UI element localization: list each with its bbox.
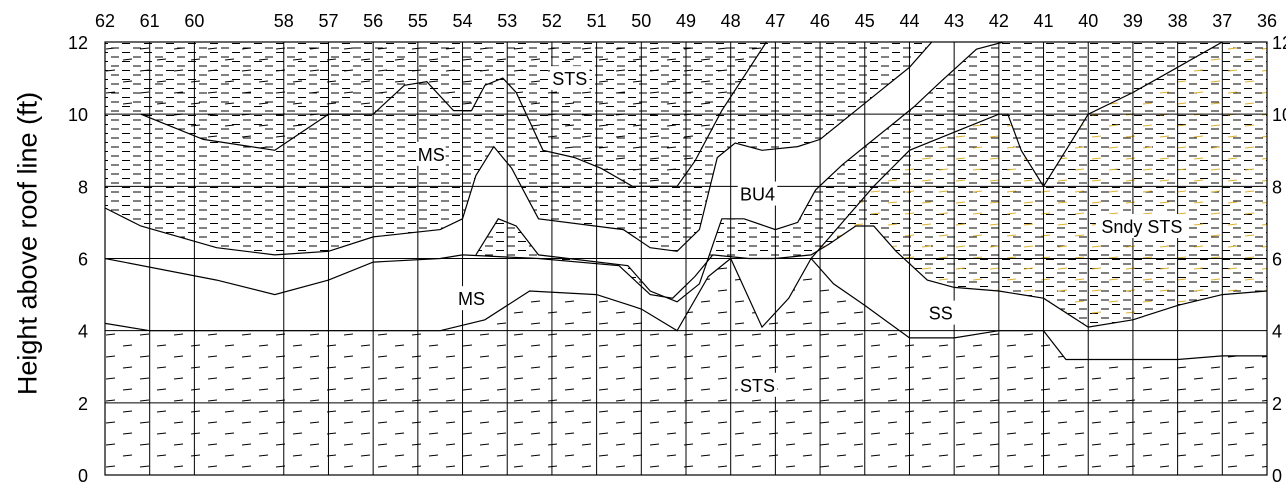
x-tick-label: 42	[989, 11, 1009, 31]
y-tick-label-right: 4	[1272, 322, 1282, 342]
x-tick-label: 58	[274, 11, 294, 31]
x-tick-label: 43	[944, 11, 964, 31]
top-sts-base-line	[140, 42, 767, 187]
x-tick-label: 39	[1123, 11, 1143, 31]
unit-label-bg	[926, 300, 956, 325]
y-tick-label-left: 10	[68, 105, 88, 125]
y-tick-label-right: 8	[1272, 177, 1282, 197]
bu4-base-line	[475, 42, 1004, 303]
unit-label-bg	[1095, 214, 1188, 239]
x-tick-label: 62	[95, 11, 115, 31]
unit-label: MS	[418, 145, 445, 165]
unit-label-bg	[550, 66, 590, 91]
x-tick-label: 48	[721, 11, 741, 31]
y-tick-label-left: 12	[68, 33, 88, 53]
x-tick-label: 53	[497, 11, 517, 31]
x-tick-label: 61	[140, 11, 160, 31]
y-tick-label-right: 2	[1272, 394, 1282, 414]
unit-label: STS	[740, 376, 775, 396]
x-tick-label: 51	[587, 11, 607, 31]
y-tick-label-left: 2	[78, 394, 88, 414]
x-tick-label: 60	[184, 11, 204, 31]
y-tick-label-left: 8	[78, 177, 88, 197]
y-tick-label-left: 4	[78, 322, 88, 342]
sandy-sts-left-edge-line	[810, 42, 1223, 259]
x-tick-label: 41	[1034, 11, 1054, 31]
x-tick-label: 49	[676, 11, 696, 31]
x-tick-label: 40	[1078, 11, 1098, 31]
x-tick-label: 46	[810, 11, 830, 31]
ms-upper-base-line	[105, 42, 933, 256]
unit-label-bg	[737, 372, 778, 397]
y-tick-label-left: 0	[78, 466, 88, 486]
unit-label-bg	[456, 286, 486, 311]
unit-label: Sndy STS	[1101, 217, 1182, 237]
sandy-sts-fill	[811, 42, 1267, 328]
unit-label: MS	[458, 289, 485, 309]
unit-label-bg	[737, 181, 778, 206]
y-tick-label-right: 6	[1272, 250, 1282, 270]
x-tick-label: 54	[453, 11, 473, 31]
unit-label-bg	[416, 141, 446, 166]
ms-lower-top-line	[105, 225, 1267, 328]
x-tick-label: 52	[542, 11, 562, 31]
x-tick-label: 37	[1212, 11, 1232, 31]
x-tick-label: 44	[899, 11, 919, 31]
y-tick-label-right: 12	[1272, 33, 1286, 53]
x-tick-label: 45	[855, 11, 875, 31]
y-tick-label-right: 0	[1272, 466, 1282, 486]
x-tick-label: 57	[318, 11, 338, 31]
y-tick-label-right: 10	[1272, 105, 1286, 125]
sts-lower-top-line	[105, 257, 1267, 361]
unit-label: SS	[929, 304, 953, 324]
unit-label: BU4	[740, 185, 775, 205]
y-tick-label-left: 6	[78, 250, 88, 270]
x-tick-label: 47	[765, 11, 785, 31]
x-tick-label: 56	[363, 11, 383, 31]
x-tick-label: 36	[1257, 11, 1277, 31]
x-tick-label: 38	[1168, 11, 1188, 31]
plot-frame	[104, 41, 1268, 476]
sts-upper-fill	[105, 42, 767, 187]
x-tick-label: 50	[631, 11, 651, 31]
x-tick-label: 55	[408, 11, 428, 31]
unit-label: STS	[552, 69, 587, 89]
